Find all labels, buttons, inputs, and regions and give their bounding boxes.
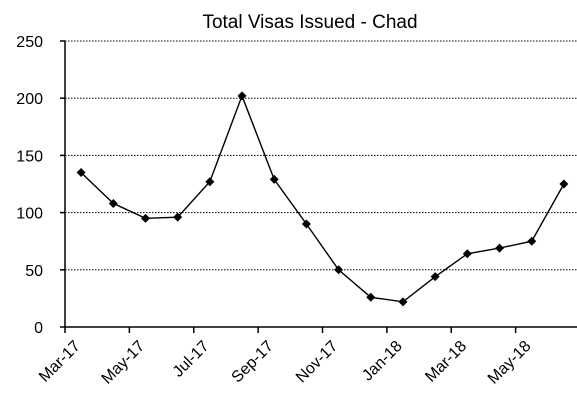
data-point-Jun-18 <box>559 179 569 189</box>
data-point-Dec-17 <box>366 292 376 302</box>
x-tick-label: Nov-17 <box>293 338 342 387</box>
x-tick-labels: Mar-17 May-17 Jul-17 Sep-17 Nov-17 Jan-18 Mar-… <box>36 338 535 388</box>
data-point-Mar-17 <box>76 168 86 178</box>
y-tick-label: 250 <box>16 34 43 51</box>
x-tick-label: Sep-17 <box>229 338 278 387</box>
data-point-Apr-17 <box>108 198 118 208</box>
y-tick-label: 100 <box>16 206 43 223</box>
data-point-Jun-17 <box>173 212 183 222</box>
y-tick-label: 0 <box>34 320 43 337</box>
data-point-May-18 <box>527 236 537 246</box>
x-tick-label: Mar-18 <box>422 338 470 386</box>
x-tick-label: Jan-18 <box>359 338 406 385</box>
data-point-Mar-18 <box>462 249 472 259</box>
gridlines <box>65 40 577 271</box>
data-point-Sep-17 <box>269 174 279 184</box>
data-point-Aug-17 <box>237 91 247 101</box>
data-point-Apr-18 <box>495 243 505 253</box>
series-layer <box>76 91 569 307</box>
y-tick-label: 50 <box>25 263 43 280</box>
data-point-Jan-18 <box>398 297 408 307</box>
data-point-May-17 <box>140 213 150 223</box>
x-tick-label: May-18 <box>485 338 535 388</box>
x-tick-label: Mar-17 <box>36 338 84 386</box>
chart-title: Total Visas Issued - Chad <box>202 12 417 33</box>
data-point-Jul-17 <box>205 177 215 187</box>
data-point-Feb-18 <box>430 272 440 282</box>
x-tick-label: Jul-17 <box>170 338 213 381</box>
series-line <box>80 93 565 303</box>
y-tick-label: 200 <box>16 91 43 108</box>
y-tick-label: 150 <box>16 148 43 165</box>
axes <box>60 40 577 333</box>
y-tick-labels: 250 200 150 100 50 0 <box>16 34 43 337</box>
x-tick-label: May-17 <box>99 338 149 388</box>
data-point-Oct-17 <box>301 219 311 229</box>
data-point-Nov-17 <box>334 265 344 275</box>
